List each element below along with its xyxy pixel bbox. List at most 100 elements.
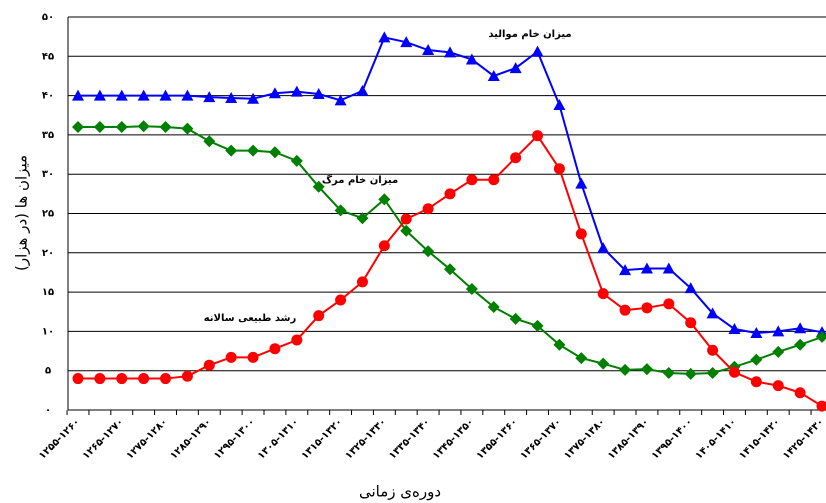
- marker: [772, 325, 785, 337]
- marker: [422, 245, 435, 258]
- marker: [597, 242, 610, 254]
- marker: [312, 180, 325, 193]
- marker: [444, 188, 456, 200]
- marker: [532, 130, 544, 142]
- marker: [597, 288, 609, 300]
- marker: [750, 376, 762, 388]
- series-line: [78, 125, 823, 375]
- y-axis-label: میزان ها (در هزار): [13, 155, 31, 271]
- marker: [575, 177, 588, 189]
- marker: [225, 144, 238, 157]
- marker: [422, 203, 434, 215]
- x-tick-label: ۱۳۲۵-۱۳۳۰: [343, 416, 388, 461]
- marker: [378, 240, 390, 252]
- marker: [312, 88, 325, 100]
- marker: [575, 228, 587, 240]
- marker: [750, 326, 763, 338]
- marker: [247, 92, 260, 104]
- marker: [94, 373, 106, 385]
- marker: [313, 310, 325, 322]
- marker: [794, 322, 807, 334]
- marker: [72, 121, 84, 134]
- marker: [378, 31, 391, 43]
- marker: [268, 146, 281, 159]
- marker: [684, 367, 697, 380]
- y-tick-label: ۱۵: [42, 287, 54, 298]
- marker: [619, 304, 631, 316]
- marker: [750, 353, 763, 366]
- marker: [225, 351, 237, 363]
- marker: [685, 317, 697, 329]
- marker: [553, 163, 565, 175]
- marker: [728, 323, 741, 335]
- marker: [662, 262, 675, 274]
- x-tick-label: ۱۴۰۵-۱۴۱۰: [693, 416, 738, 461]
- marker: [335, 294, 347, 306]
- y-tick-label: ۵: [45, 366, 51, 377]
- marker: [640, 363, 653, 376]
- marker: [72, 373, 84, 385]
- x-tick-label: ۱۲۷۵-۱۲۸۰: [125, 416, 170, 461]
- x-tick-label: ۱۳۴۵-۱۳۵۰: [431, 416, 476, 461]
- marker: [93, 89, 106, 101]
- marker: [597, 357, 610, 370]
- marker: [356, 84, 369, 96]
- marker: [115, 121, 128, 134]
- marker: [181, 89, 194, 101]
- marker: [772, 380, 784, 392]
- marker: [422, 44, 435, 56]
- marker: [619, 264, 632, 276]
- marker: [706, 307, 719, 319]
- marker: [531, 319, 544, 332]
- marker: [553, 99, 566, 111]
- marker: [444, 263, 456, 276]
- x-tick-label: ۱۲۹۵-۱۳۰۰: [212, 416, 257, 461]
- marker: [93, 121, 106, 134]
- series-label: میزان خام مرگ: [322, 173, 398, 186]
- marker: [269, 343, 281, 355]
- marker: [531, 45, 544, 57]
- y-tick-label: ۴۰: [42, 91, 54, 102]
- marker: [816, 330, 826, 343]
- marker: [334, 94, 347, 106]
- marker: [290, 85, 303, 97]
- y-tick-label: ۴۵: [42, 51, 54, 62]
- marker: [510, 152, 522, 164]
- marker: [159, 89, 172, 101]
- marker: [356, 276, 368, 288]
- marker: [794, 338, 807, 351]
- marker: [159, 121, 172, 134]
- marker: [706, 367, 719, 380]
- marker: [116, 373, 128, 385]
- x-tick-label: ۱۳۹۵-۱۴۰۰: [650, 416, 695, 461]
- marker: [268, 87, 281, 99]
- marker: [225, 91, 238, 103]
- marker: [138, 373, 150, 385]
- marker: [640, 262, 653, 274]
- marker: [553, 338, 566, 351]
- marker: [444, 46, 456, 58]
- marker: [203, 135, 216, 148]
- marker: [728, 366, 740, 378]
- marker: [487, 301, 500, 314]
- y-tick-label: ۵۰: [42, 12, 54, 23]
- marker: [72, 89, 84, 101]
- series-label: رشد طبیعی سالانه: [204, 313, 297, 324]
- x-tick-label: ۱۳۸۵-۱۳۹۰: [606, 416, 651, 461]
- marker: [290, 154, 303, 167]
- marker: [378, 193, 391, 206]
- x-axis-label: دوره‌ی زمانی: [359, 483, 441, 501]
- marker: [663, 298, 675, 310]
- marker: [575, 352, 588, 365]
- y-tick-label: ۲۰: [42, 248, 54, 259]
- x-tick-label: ۱۴۱۵-۱۴۲۰: [737, 416, 782, 461]
- x-tick-label: ۱۳۶۵-۱۳۷۰: [518, 416, 563, 461]
- marker: [247, 144, 260, 157]
- marker: [487, 69, 500, 81]
- marker: [816, 400, 826, 412]
- series-label: میزان خام موالید: [488, 29, 571, 40]
- marker: [488, 174, 500, 186]
- marker: [356, 212, 369, 225]
- marker: [203, 359, 215, 371]
